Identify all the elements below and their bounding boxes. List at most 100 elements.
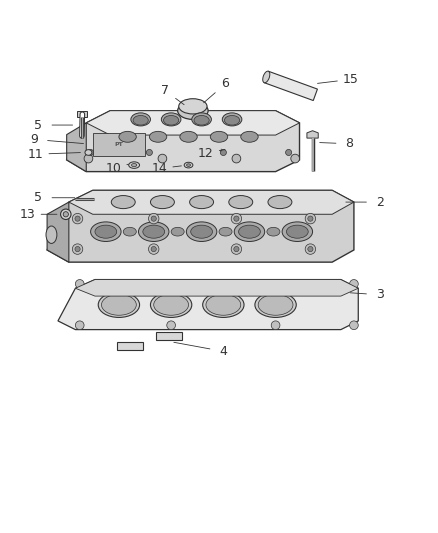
Circle shape bbox=[231, 213, 242, 224]
Ellipse shape bbox=[60, 209, 71, 220]
Ellipse shape bbox=[190, 196, 214, 208]
Ellipse shape bbox=[171, 228, 184, 236]
Circle shape bbox=[305, 213, 316, 224]
Circle shape bbox=[232, 154, 241, 163]
Circle shape bbox=[75, 246, 80, 252]
Polygon shape bbox=[117, 342, 143, 350]
Ellipse shape bbox=[191, 225, 212, 238]
Circle shape bbox=[88, 149, 94, 156]
Ellipse shape bbox=[219, 228, 232, 236]
Ellipse shape bbox=[267, 228, 280, 236]
Circle shape bbox=[151, 246, 156, 252]
Ellipse shape bbox=[119, 131, 136, 142]
Ellipse shape bbox=[129, 162, 140, 168]
Ellipse shape bbox=[229, 196, 253, 208]
Ellipse shape bbox=[179, 99, 207, 114]
Ellipse shape bbox=[46, 226, 57, 244]
Text: 11: 11 bbox=[28, 148, 43, 161]
Text: 9: 9 bbox=[30, 133, 38, 146]
Ellipse shape bbox=[194, 116, 209, 125]
Circle shape bbox=[308, 246, 313, 252]
Circle shape bbox=[148, 244, 159, 254]
Ellipse shape bbox=[178, 102, 208, 119]
Circle shape bbox=[305, 244, 316, 254]
Ellipse shape bbox=[268, 196, 292, 208]
Ellipse shape bbox=[150, 196, 174, 208]
Bar bbox=[77, 111, 87, 117]
Circle shape bbox=[148, 213, 159, 224]
Text: 2: 2 bbox=[376, 196, 384, 208]
Ellipse shape bbox=[241, 131, 258, 142]
Polygon shape bbox=[47, 202, 69, 262]
Polygon shape bbox=[69, 190, 354, 214]
Ellipse shape bbox=[186, 222, 217, 241]
Circle shape bbox=[167, 321, 176, 329]
Ellipse shape bbox=[206, 294, 241, 315]
Text: 13: 13 bbox=[20, 208, 35, 221]
Ellipse shape bbox=[203, 292, 244, 318]
Ellipse shape bbox=[63, 212, 68, 217]
Polygon shape bbox=[86, 111, 300, 135]
Circle shape bbox=[234, 216, 239, 221]
Text: 12: 12 bbox=[198, 147, 214, 160]
Polygon shape bbox=[307, 131, 318, 138]
Circle shape bbox=[72, 244, 83, 254]
Circle shape bbox=[291, 154, 300, 163]
Ellipse shape bbox=[95, 225, 117, 238]
Circle shape bbox=[286, 149, 292, 156]
Ellipse shape bbox=[149, 131, 167, 142]
Circle shape bbox=[151, 216, 156, 221]
Polygon shape bbox=[75, 279, 358, 296]
Ellipse shape bbox=[85, 150, 92, 155]
Circle shape bbox=[350, 321, 358, 329]
Ellipse shape bbox=[184, 162, 193, 168]
Text: 5: 5 bbox=[34, 191, 42, 204]
Text: 3: 3 bbox=[376, 288, 384, 301]
Text: 5: 5 bbox=[34, 118, 42, 132]
Ellipse shape bbox=[192, 113, 212, 126]
Ellipse shape bbox=[131, 164, 137, 167]
Polygon shape bbox=[67, 111, 300, 172]
Polygon shape bbox=[264, 71, 318, 101]
Ellipse shape bbox=[111, 196, 135, 208]
Text: 7: 7 bbox=[161, 84, 169, 96]
Ellipse shape bbox=[263, 71, 270, 83]
Circle shape bbox=[75, 279, 84, 288]
Text: 8: 8 bbox=[346, 138, 353, 150]
Circle shape bbox=[234, 246, 239, 252]
Text: 15: 15 bbox=[343, 73, 359, 86]
Circle shape bbox=[84, 154, 93, 163]
Ellipse shape bbox=[286, 225, 308, 238]
Ellipse shape bbox=[138, 222, 169, 241]
Text: 6: 6 bbox=[222, 77, 230, 90]
Ellipse shape bbox=[123, 228, 136, 236]
Ellipse shape bbox=[161, 113, 181, 126]
Ellipse shape bbox=[222, 113, 242, 126]
Circle shape bbox=[75, 321, 84, 329]
Ellipse shape bbox=[180, 131, 197, 142]
Circle shape bbox=[271, 321, 280, 329]
Circle shape bbox=[146, 149, 152, 156]
Text: 4: 4 bbox=[219, 345, 227, 358]
Polygon shape bbox=[58, 279, 358, 329]
Ellipse shape bbox=[239, 225, 260, 238]
Ellipse shape bbox=[102, 294, 136, 315]
Text: PT: PT bbox=[114, 142, 123, 147]
Ellipse shape bbox=[210, 131, 228, 142]
Circle shape bbox=[350, 279, 358, 288]
Circle shape bbox=[308, 216, 313, 221]
Polygon shape bbox=[67, 123, 86, 172]
Circle shape bbox=[158, 154, 167, 163]
Ellipse shape bbox=[150, 292, 192, 318]
Ellipse shape bbox=[258, 294, 293, 315]
Ellipse shape bbox=[143, 225, 165, 238]
Ellipse shape bbox=[187, 164, 191, 166]
Circle shape bbox=[231, 244, 242, 254]
Circle shape bbox=[72, 213, 83, 224]
Ellipse shape bbox=[163, 116, 179, 125]
Ellipse shape bbox=[133, 116, 148, 125]
Ellipse shape bbox=[255, 292, 296, 318]
Ellipse shape bbox=[131, 113, 150, 126]
Text: 10: 10 bbox=[106, 161, 122, 175]
Ellipse shape bbox=[91, 222, 121, 241]
